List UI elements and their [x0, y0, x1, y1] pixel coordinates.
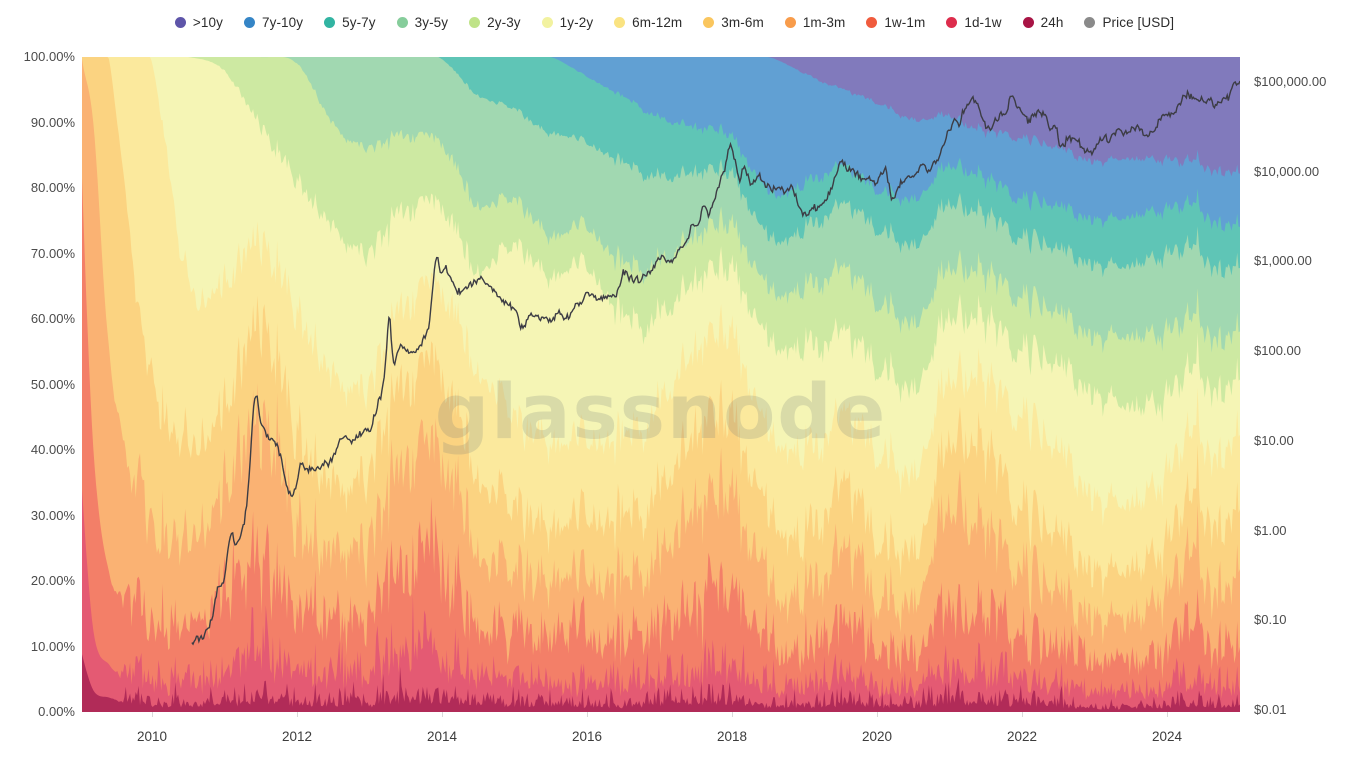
legend-dot-icon [1084, 17, 1096, 28]
plot-area[interactable] [82, 57, 1240, 712]
legend-dot-icon [866, 17, 878, 28]
y-right-tick-label: $1,000.00 [1254, 253, 1312, 269]
y-left-tick-label: 0.00% [38, 704, 75, 719]
legend-label: 5y-7y [342, 15, 376, 30]
legend-item-24h[interactable]: 24h [1022, 15, 1064, 30]
y-left-tick-label: 100.00% [23, 49, 75, 64]
x-tick-label: 2024 [1151, 729, 1183, 744]
y-left-tick-label: 70.00% [30, 245, 75, 261]
x-tick-mark [587, 712, 588, 717]
legend-item-price-usd-[interactable]: Price [USD] [1084, 15, 1174, 30]
band-area-1m-3m [82, 59, 1240, 712]
legend-item--10y[interactable]: >10y [174, 15, 223, 30]
y-left-tick-label: 90.00% [30, 114, 75, 130]
legend-dot-icon [784, 17, 796, 28]
legend-item-3m-6m[interactable]: 3m-6m [703, 15, 764, 30]
legend-label: 3m-6m [721, 15, 764, 30]
x-tick-label: 2014 [426, 729, 458, 744]
legend-label: 1d-1w [964, 15, 1002, 30]
price-line [191, 80, 1240, 646]
x-tick-label: 2018 [716, 729, 748, 744]
legend-dot-icon [703, 17, 715, 28]
y-left-tick-label: 60.00% [30, 311, 75, 326]
x-tick-label: 2016 [571, 729, 603, 744]
y-right-tick-label: $1.00 [1254, 522, 1287, 538]
legend-item-6m-12m[interactable]: 6m-12m [614, 15, 682, 30]
y-left-tick-label: 80.00% [30, 180, 75, 195]
x-tick-mark [442, 712, 443, 717]
y-right-tick-label: $0.10 [1254, 612, 1287, 628]
legend-dot-icon [324, 17, 336, 28]
legend-label: >10y [192, 15, 223, 30]
legend-dot-icon [1022, 17, 1034, 28]
x-tick-label: 2010 [136, 729, 168, 744]
legend-label: 7y-10y [261, 15, 304, 30]
x-tick-label: 2012 [281, 729, 313, 744]
band-area-1d-1w [82, 489, 1240, 712]
x-tick-label: 2020 [861, 729, 893, 744]
legend-label: 24h [1040, 15, 1064, 30]
legend-dot-icon [946, 17, 958, 28]
legend-dot-icon [243, 17, 255, 28]
band-area-24h [82, 654, 1240, 712]
legend-label: Price [USD] [1102, 15, 1175, 30]
y-right-tick-label: $10.00 [1254, 432, 1294, 448]
legend-item-7y-10y[interactable]: 7y-10y [243, 15, 304, 30]
x-tick-mark [1167, 712, 1168, 717]
y-right-tick-label: $0.01 [1254, 702, 1287, 717]
x-tick-mark [297, 712, 298, 717]
legend-item-1d-1w[interactable]: 1d-1w [946, 15, 1002, 30]
legend-item-3y-5y[interactable]: 3y-5y [396, 15, 449, 30]
legend-item-2y-3y[interactable]: 2y-3y [469, 15, 521, 30]
y-left-tick-label: 30.00% [30, 507, 75, 523]
legend-item-1m-3m[interactable]: 1m-3m [784, 15, 846, 30]
y-left-tick-label: 40.00% [30, 442, 75, 457]
x-tick-mark [877, 712, 878, 717]
chart-legend: >10y 7y-10y 5y-7y 3y-5y 2y-3y 1y-2y 6m-12m 3m-6… [0, 15, 1349, 30]
band-area-1w-1m [82, 178, 1240, 712]
legend-label: 1y-2y [559, 15, 594, 30]
legend-item-5y-7y[interactable]: 5y-7y [324, 15, 376, 30]
y-right-tick-label: $100,000.00 [1254, 74, 1327, 89]
x-tick-mark [1022, 712, 1023, 717]
legend-label: 1m-3m [802, 15, 846, 30]
legend-label: 2y-3y [487, 15, 521, 30]
legend-dot-icon [614, 17, 626, 28]
legend-dot-icon [174, 17, 186, 28]
legend-dot-icon [469, 17, 481, 28]
legend-label: 6m-12m [632, 15, 683, 30]
legend-dot-icon [541, 17, 553, 28]
legend-item-1w-1m[interactable]: 1w-1m [866, 15, 925, 30]
legend-item-1y-2y[interactable]: 1y-2y [541, 15, 594, 30]
x-tick-mark [152, 712, 153, 717]
legend-label: 3y-5y [414, 15, 449, 30]
y-right-tick-label: $10,000.00 [1254, 163, 1320, 179]
x-tick-label: 2022 [1006, 729, 1038, 744]
y-left-tick-label: 10.00% [30, 638, 75, 654]
legend-dot-icon [396, 17, 408, 28]
y-right-tick-label: $100.00 [1254, 343, 1301, 359]
legend-label: 1w-1m [884, 15, 926, 30]
x-tick-mark [732, 712, 733, 717]
y-left-tick-label: 50.00% [30, 376, 75, 392]
y-left-tick-label: 20.00% [30, 573, 75, 588]
